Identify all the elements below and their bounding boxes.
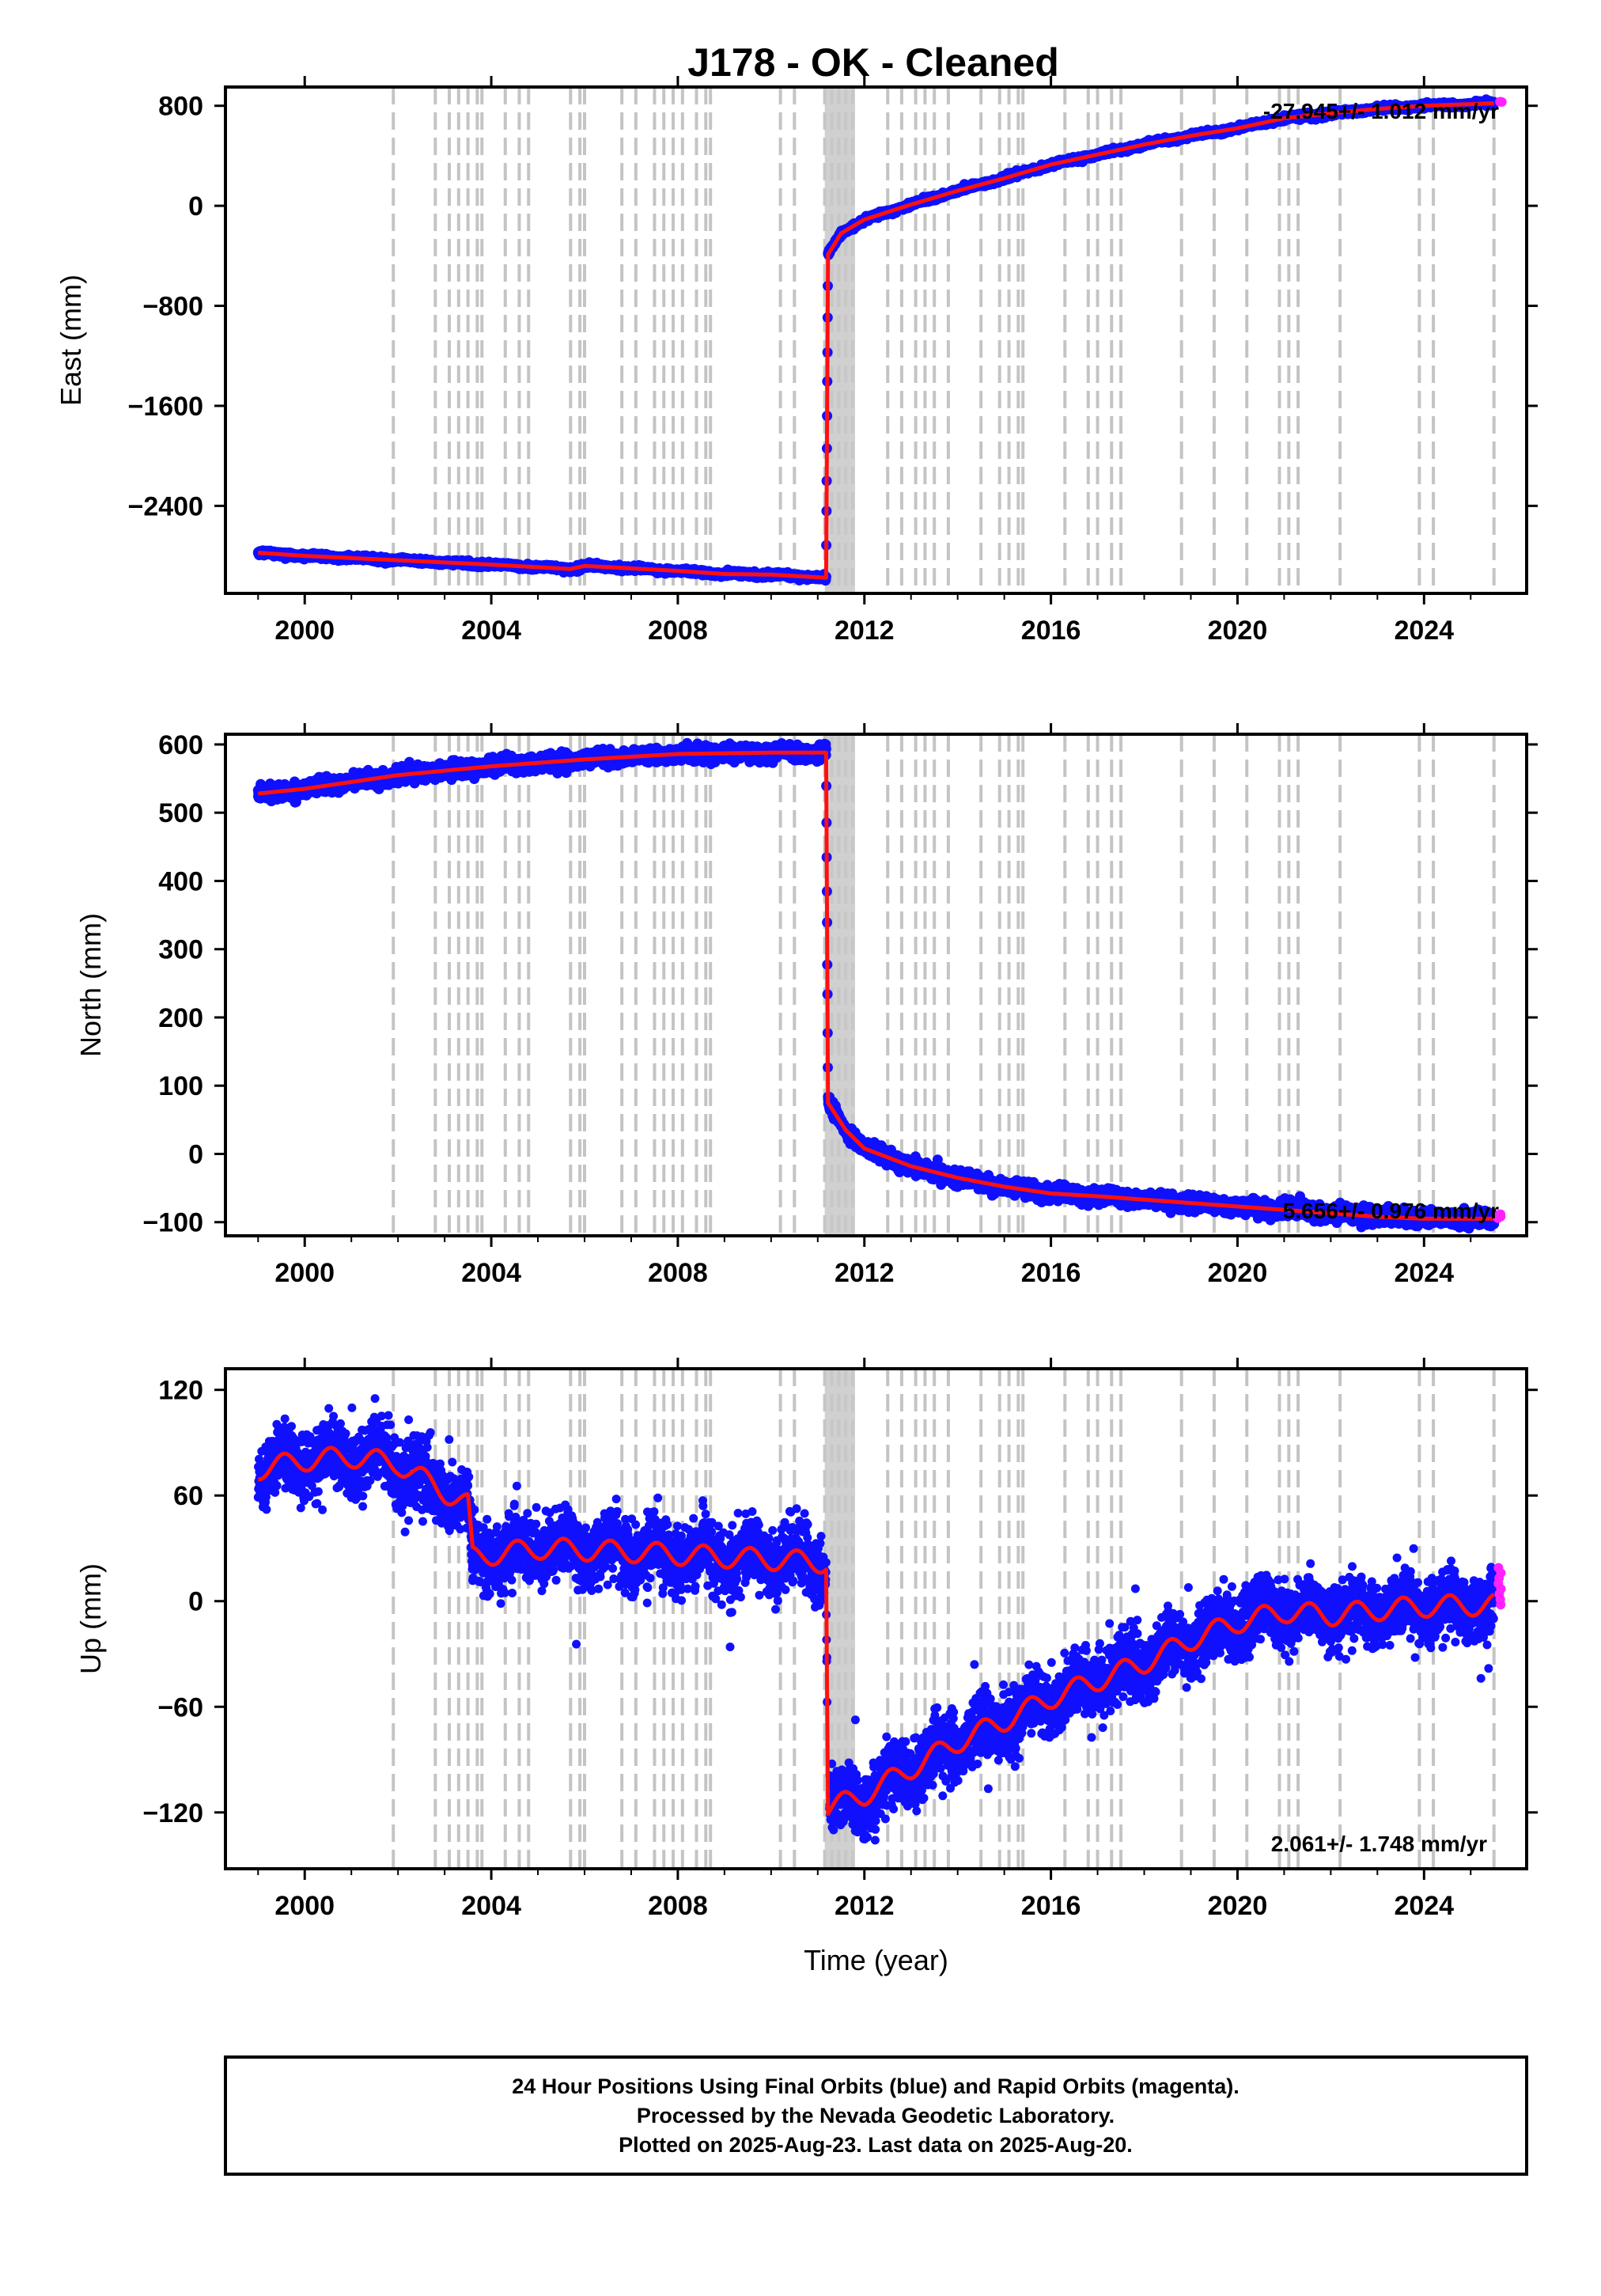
figure-title: J178 - OK - Cleaned <box>687 40 1059 85</box>
panel-1: 2000 2004 2008 2012 2016 2020 2024−2400−1600−8… <box>55 76 1538 646</box>
plot-panels: 2000 2004 2008 2012 2016 2020 2024−2400−1600−8… <box>55 76 1538 1976</box>
plot-area <box>252 87 1507 593</box>
